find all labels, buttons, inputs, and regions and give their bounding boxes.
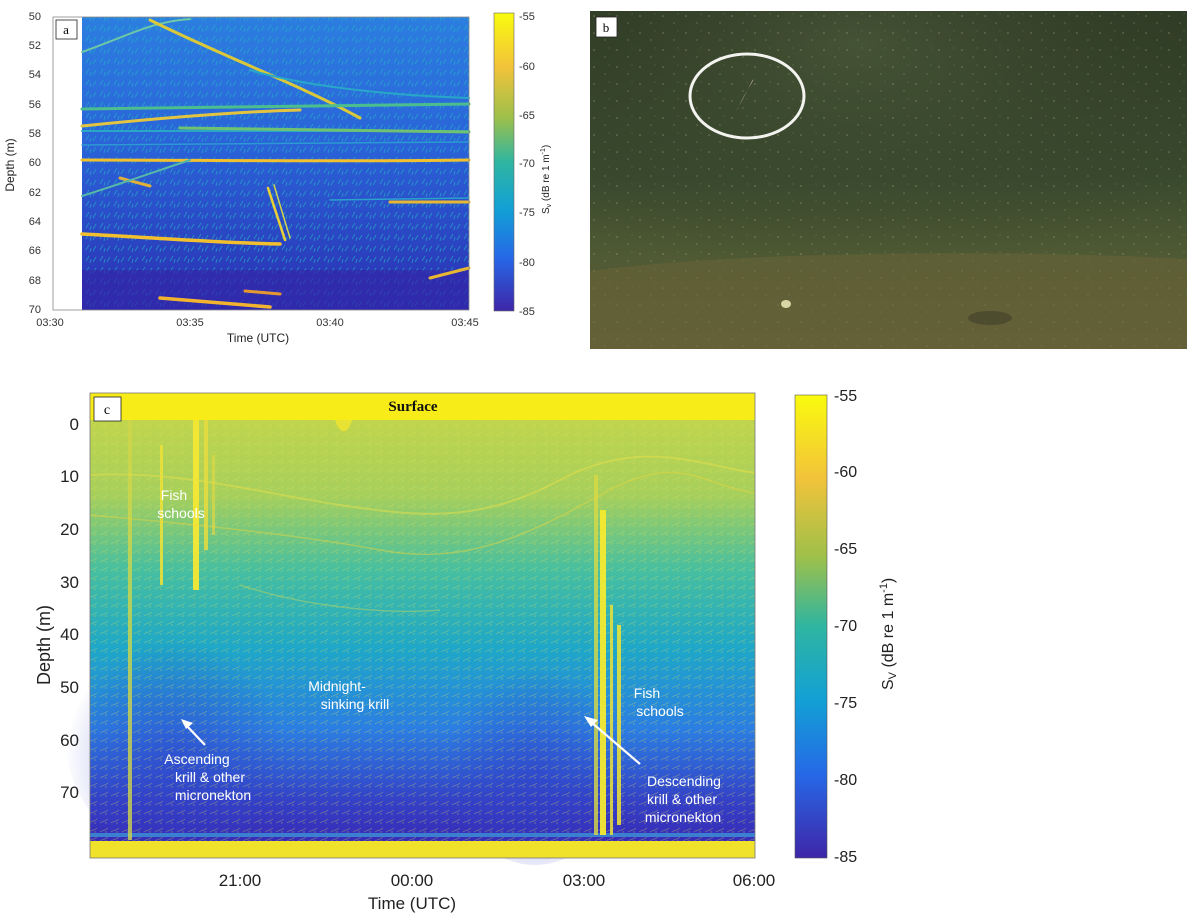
panel-b-shell [781, 300, 791, 308]
panel-c-scattering-layers [89, 455, 756, 612]
panel-c-y-ticks: 0 10 20 30 40 50 60 70 [60, 415, 79, 802]
panel-a-colorbar-ticks: -55 -60 -65 -70 -75 -80 -85 [519, 11, 535, 318]
panel-a-x-ticks: 03:30 03:35 03:40 03:45 [36, 317, 479, 329]
ascending-arrow [185, 724, 206, 746]
panel-a-colorbar-label: Sv (dB re 1 m-1) [540, 145, 553, 214]
panel-a-x-tick: 03:45 [451, 317, 479, 329]
panel-c-x-ticks: 21:00 00:00 03:00 06:00 [219, 871, 776, 890]
panel-c-surface-dip [335, 420, 352, 432]
descending-arrow [590, 721, 641, 765]
annotation-fish-schools-2: Fish schools [634, 685, 684, 719]
panel-c-surface-label: Surface [388, 399, 437, 415]
panel-a-target-tracks [80, 18, 471, 309]
panel-c-frame [89, 392, 756, 859]
panel-c-colorbar-label: SV (dB re 1 m-1) [878, 578, 899, 690]
panel-a-y-tick: 64 [29, 216, 41, 228]
panel-c-colorbar [794, 394, 828, 859]
panel-c-seabed-band [90, 841, 755, 858]
panel-a-y-tick: 66 [29, 245, 41, 257]
panel-b-fish-highlight-circle [688, 52, 806, 140]
panel-b-seafloor-photo: b [590, 11, 1187, 349]
annotation-descending-krill: Descending krill & other micronekton [645, 773, 721, 825]
panel-c-echogram: c Surface Fish schools Midnight-sinking k… [34, 388, 899, 913]
panel-a-colorbar [493, 12, 515, 312]
panel-a-y-tick: 68 [29, 275, 41, 287]
panel-b-rock [968, 311, 1012, 325]
panel-c-y-tick: 20 [60, 520, 79, 539]
panel-c-tag: c [104, 403, 110, 418]
panel-c-y-tick: 0 [70, 415, 79, 434]
annotation-ascending-krill: Ascending krill & other micronekton [164, 751, 251, 803]
panel-a-x-tick: 03:40 [316, 317, 344, 329]
panel-a-deep-band [82, 270, 469, 310]
descending-arrow-head [584, 716, 598, 727]
panel-a-y-tick: 50 [29, 11, 41, 23]
panel-a-speckle [82, 17, 469, 310]
panel-a-y-label: Depth (m) [3, 138, 17, 191]
panel-b-tag-box [595, 16, 618, 38]
panel-c-y-tick: 50 [60, 678, 79, 697]
panel-c-texture [90, 393, 755, 858]
panel-a-y-tick: 70 [29, 304, 41, 316]
panel-a-x-label: Time (UTC) [227, 331, 289, 345]
panel-a-y-tick: 52 [29, 40, 41, 52]
panel-a-cbar-tick: -65 [519, 110, 535, 122]
panel-a-cbar-tick: -80 [519, 257, 535, 269]
panel-b-seafloor [590, 253, 1187, 349]
panel-c-cbar-tick: -65 [834, 541, 857, 558]
panel-a-x-tick: 03:30 [36, 317, 64, 329]
panel-a-cbar-tick: -55 [519, 11, 535, 23]
panel-c-annotations: Fish schools Midnight-sinking krill Fish s… [157, 487, 721, 825]
panel-a-cbar-tick: -70 [519, 158, 535, 170]
panel-c-y-tick: 40 [60, 625, 79, 644]
panel-c-arrows [181, 716, 641, 765]
annotation-fish-schools-1: Fish schools [157, 487, 204, 521]
panel-a-y-tick: 54 [29, 69, 41, 81]
panel-c-y-label: Depth (m) [34, 605, 54, 685]
annotation-midnight-sinking-krill: Midnight-sinking krill [308, 678, 389, 712]
panel-a-y-tick: 62 [29, 187, 41, 199]
panel-c-fish-school-columns [128, 420, 621, 840]
panel-a-y-ticks: 50 52 54 56 58 60 62 64 66 68 70 [29, 11, 41, 316]
panel-c-colorbar-ticks: -55 -60 -65 -70 -75 -80 -85 [834, 388, 857, 866]
panel-c-x-tick: 06:00 [733, 871, 776, 890]
panel-a-tag-box [55, 19, 78, 40]
panel-c-seabed-line [90, 833, 755, 837]
panel-c-y-tick: 10 [60, 467, 79, 486]
panel-c-cbar-tick: -70 [834, 618, 857, 635]
panel-a-cbar-tick: -85 [519, 306, 535, 318]
panel-c-x-tick: 21:00 [219, 871, 262, 890]
panel-a-y-tick: 58 [29, 128, 41, 140]
panel-c-cbar-tick: -75 [834, 695, 857, 712]
panel-c-cbar-tick: -60 [834, 464, 857, 481]
panel-a-y-tick: 56 [29, 99, 41, 111]
panel-a-cbar-tick: -75 [519, 207, 535, 219]
panel-a-y-tick: 60 [29, 157, 41, 169]
panel-c-y-tick: 60 [60, 731, 79, 750]
panel-b-fish [736, 79, 754, 111]
panel-c-tag-box [93, 396, 122, 422]
panel-a-x-tick: 03:35 [176, 317, 204, 329]
panel-c-surface-band [90, 393, 755, 420]
panel-c-x-tick: 03:00 [563, 871, 606, 890]
panel-c-x-tick: 00:00 [391, 871, 434, 890]
panel-a-frame [52, 16, 470, 311]
panel-c-y-tick: 70 [60, 783, 79, 802]
panel-c-y-tick: 30 [60, 573, 79, 592]
ascending-arrow-head [181, 719, 193, 729]
panel-a-tag: a [63, 22, 69, 37]
panel-a-cbar-tick: -60 [519, 61, 535, 73]
panel-c-cbar-tick: -85 [834, 849, 857, 866]
panel-a-white-gap [53, 17, 82, 310]
panel-c-x-label: Time (UTC) [368, 894, 456, 913]
panel-b-tag: b [603, 20, 610, 35]
panel-c-cbar-tick: -80 [834, 772, 857, 789]
panel-a-echogram: a 50 52 54 56 58 60 62 64 66 68 70 03:30… [3, 11, 553, 345]
panel-c-cbar-tick: -55 [834, 388, 857, 405]
